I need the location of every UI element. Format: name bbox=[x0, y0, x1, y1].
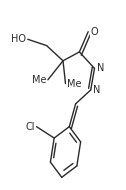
Text: N: N bbox=[97, 63, 104, 73]
Text: N: N bbox=[93, 85, 101, 95]
Text: O: O bbox=[91, 27, 98, 37]
Text: Me: Me bbox=[67, 79, 81, 89]
Text: HO: HO bbox=[11, 34, 26, 44]
Text: Cl: Cl bbox=[26, 122, 35, 132]
Text: Me: Me bbox=[32, 75, 47, 85]
